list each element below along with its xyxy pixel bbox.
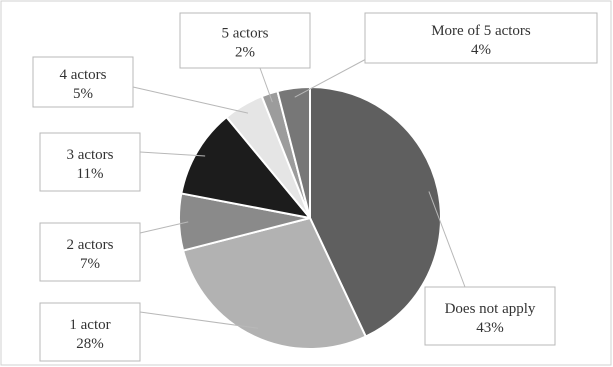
pie-slice <box>180 116 311 219</box>
percentage-label: 43% <box>476 320 504 336</box>
labels-layer: Does not apply 43% 1 actor 28% 2 actors 7% 3 a… <box>32 12 598 362</box>
category-label: 2 actors <box>66 237 113 253</box>
leader-line <box>139 221 189 234</box>
data-label: 5 actors 2% <box>179 12 311 69</box>
data-label: 3 actors 11% <box>39 132 141 192</box>
data-label: More of 5 actors 4% <box>364 12 598 64</box>
percentage-label: 5% <box>73 86 93 102</box>
percentage-label: 28% <box>76 336 104 352</box>
percentage-label: 2% <box>235 45 255 61</box>
leader-line <box>428 191 466 288</box>
leader-line <box>294 57 369 98</box>
data-label-box <box>39 222 141 282</box>
data-label-box <box>32 56 134 108</box>
data-label-box <box>179 12 311 69</box>
percentage-label: 11% <box>77 166 104 182</box>
leader-line <box>139 311 259 329</box>
data-label: 1 actor 28% <box>39 302 141 362</box>
percentage-label: 7% <box>80 256 100 272</box>
data-label-box <box>364 12 598 64</box>
category-label: 3 actors <box>66 147 113 163</box>
data-label: 2 actors 7% <box>39 222 141 282</box>
data-label-box <box>39 132 141 192</box>
pie-slice <box>182 217 367 350</box>
data-label: 4 actors 5% <box>32 56 134 108</box>
leader-lines-layer <box>132 57 466 329</box>
category-label: More of 5 actors <box>431 23 531 39</box>
category-label: 4 actors <box>59 67 106 83</box>
pie-slice <box>309 86 442 338</box>
pie-slice <box>276 86 311 219</box>
leader-line <box>139 151 206 157</box>
leader-line <box>132 86 249 114</box>
data-label: Does not apply 43% <box>424 286 556 346</box>
leader-line <box>259 67 273 103</box>
category-label: Does not apply <box>445 301 536 317</box>
data-label-box <box>39 302 141 362</box>
category-label: 1 actor <box>69 317 110 333</box>
percentage-label: 4% <box>471 42 491 58</box>
slices-layer <box>178 86 442 350</box>
category-label: 5 actors <box>221 26 268 42</box>
data-label-box <box>424 286 556 346</box>
